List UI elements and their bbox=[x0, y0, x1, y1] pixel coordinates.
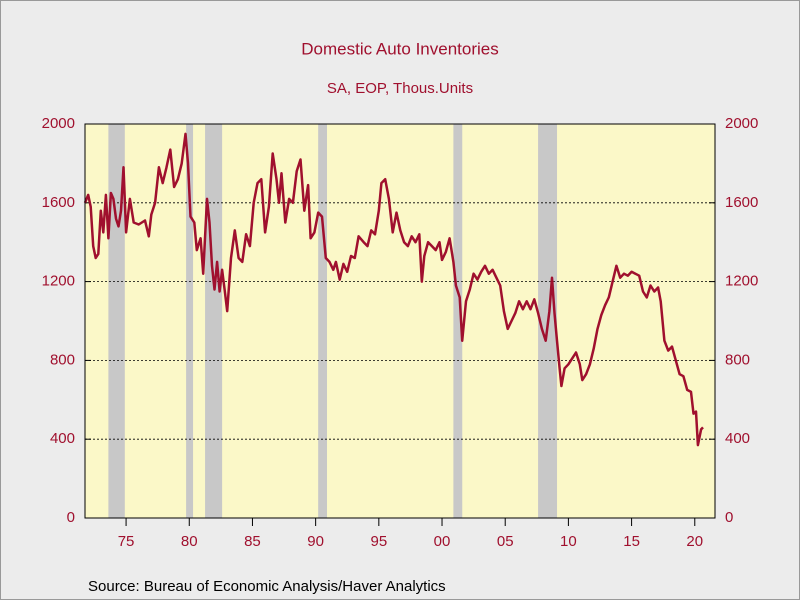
y2-tick-label: 1200 bbox=[725, 273, 758, 290]
y-tick-label: 0 bbox=[67, 509, 75, 526]
recession-band bbox=[318, 124, 328, 518]
y2-tick-label: 1600 bbox=[725, 194, 758, 211]
y-tick-label: 1200 bbox=[42, 273, 75, 290]
y2-tick-label: 800 bbox=[725, 351, 750, 368]
data-line bbox=[83, 132, 704, 447]
x-tick-label: 15 bbox=[623, 533, 640, 550]
recession-band bbox=[186, 124, 194, 518]
y2-tick-label: 400 bbox=[725, 430, 750, 447]
recession-band bbox=[205, 124, 223, 518]
x-tick-label: 75 bbox=[118, 533, 135, 550]
x-tick-label: 05 bbox=[497, 533, 514, 550]
y-tick-label: 1600 bbox=[42, 194, 75, 211]
x-tick-label: 80 bbox=[181, 533, 198, 550]
y2-tick-label: 0 bbox=[725, 509, 733, 526]
chart-subtitle: SA, EOP, Thous.Units bbox=[327, 80, 473, 97]
x-tick-label: 85 bbox=[244, 533, 261, 550]
y-tick-label: 2000 bbox=[42, 115, 75, 132]
recession-band bbox=[108, 124, 125, 518]
x-tick-label: 90 bbox=[307, 533, 324, 550]
plot-area bbox=[85, 124, 715, 518]
x-tick-label: 10 bbox=[560, 533, 577, 550]
x-tick-label: 00 bbox=[434, 533, 451, 550]
chart-title: Domestic Auto Inventories bbox=[301, 39, 498, 58]
x-tick-label: 95 bbox=[370, 533, 387, 550]
y2-tick-label: 2000 bbox=[725, 115, 758, 132]
plot-border bbox=[84, 123, 716, 519]
x-tick-label: 20 bbox=[686, 533, 703, 550]
y-tick-label: 800 bbox=[50, 351, 75, 368]
y-tick-label: 400 bbox=[50, 430, 75, 447]
source-note: Source: Bureau of Economic Analysis/Have… bbox=[88, 578, 446, 595]
recession-band bbox=[453, 124, 463, 518]
